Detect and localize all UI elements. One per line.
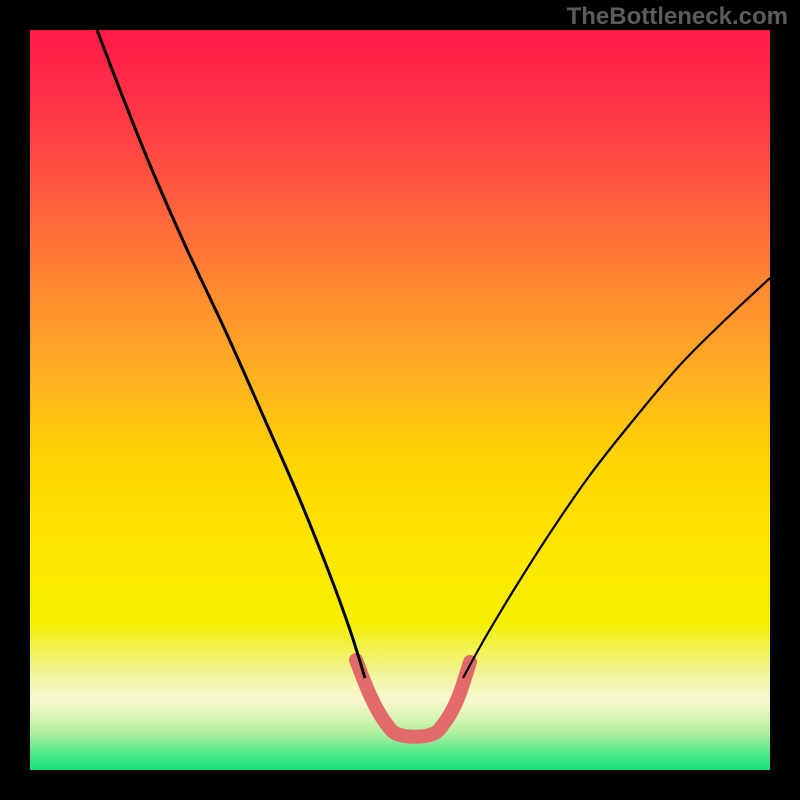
plot-area bbox=[30, 30, 770, 770]
watermark-text: TheBottleneck.com bbox=[567, 3, 788, 31]
chart-svg bbox=[30, 30, 770, 770]
